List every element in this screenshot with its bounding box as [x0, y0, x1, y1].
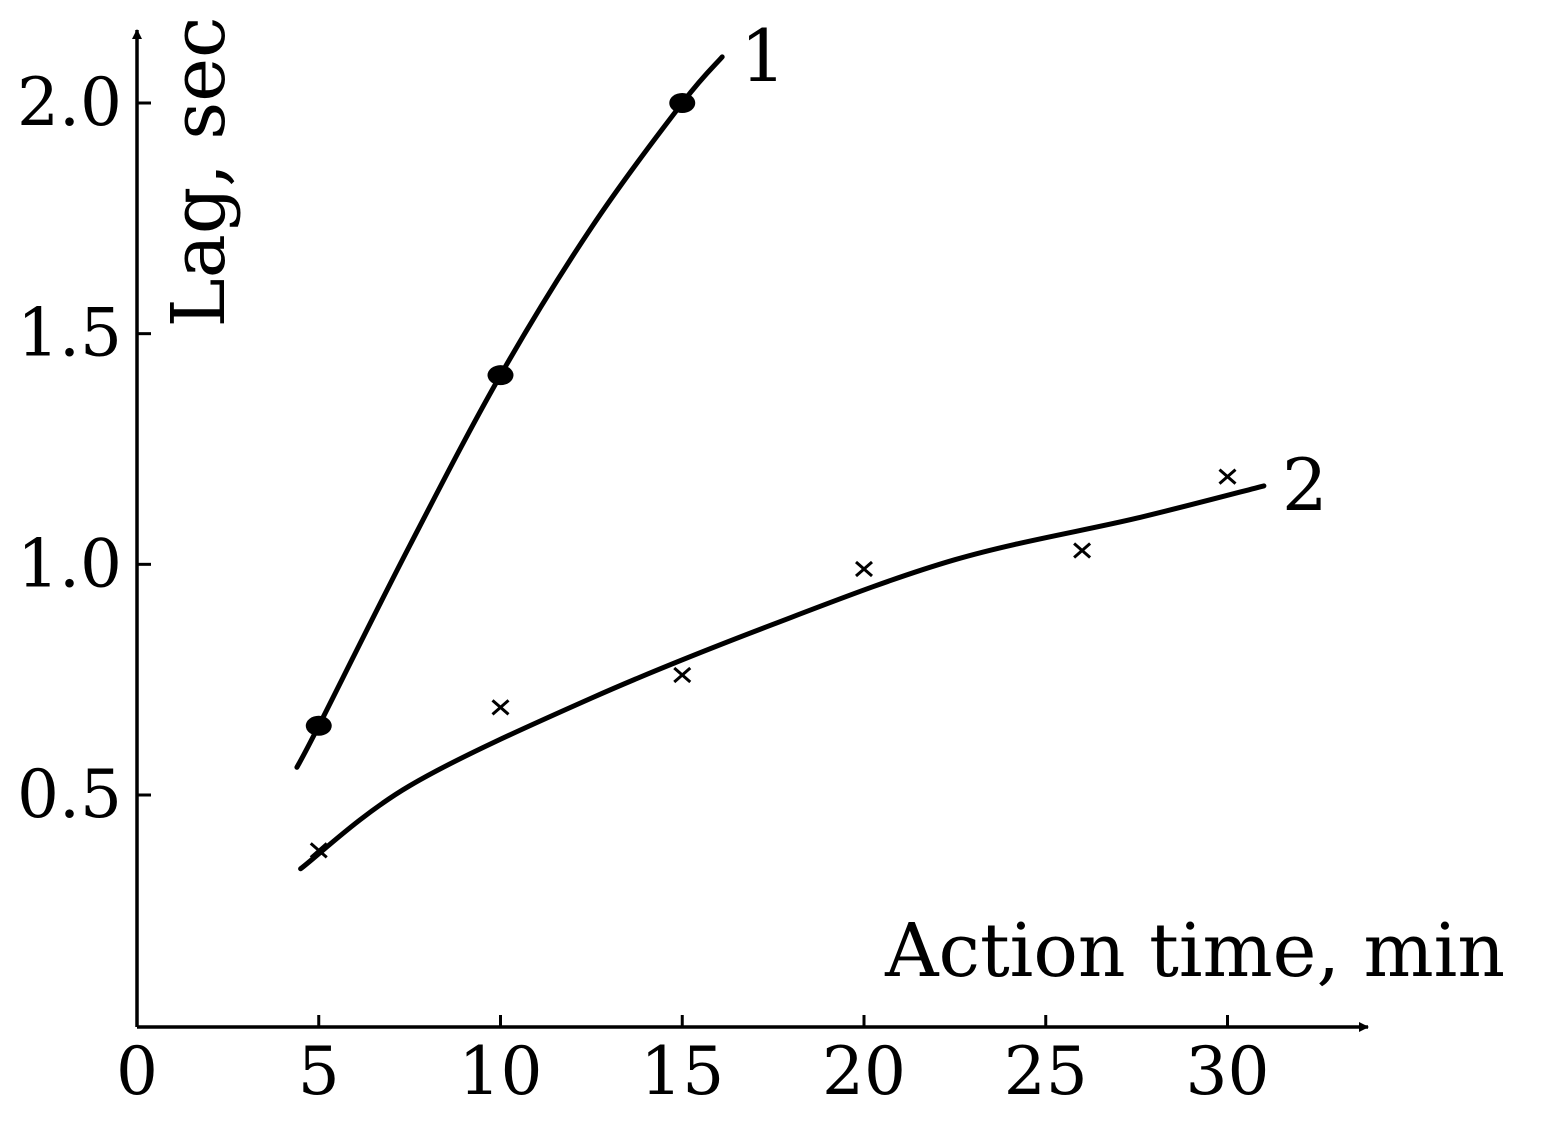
y-tick-label: 1.0	[17, 525, 122, 602]
series-1-label: 1	[740, 14, 786, 98]
y-tick-label: 1.5	[17, 295, 122, 372]
x-tick-label: 5	[298, 1033, 340, 1110]
series-2-point	[309, 842, 328, 859]
x-axis-title: Action time, min	[884, 908, 1505, 994]
x-tick-label: 15	[640, 1033, 724, 1110]
y-tick-label: 0.5	[17, 756, 122, 833]
x-tick-label: 0	[116, 1033, 158, 1110]
curves	[294, 54, 1267, 872]
series-1-point	[487, 365, 514, 386]
series-2-line	[298, 483, 1267, 872]
axes	[132, 29, 1369, 1032]
chart-labels: 1 2 Lag, sec Action time, min	[156, 14, 1505, 994]
x-tick-label: 20	[822, 1033, 906, 1110]
x-tick-label: 25	[1004, 1033, 1088, 1110]
series-1-line	[294, 54, 725, 770]
series-2-point	[673, 666, 692, 684]
data-markers	[305, 93, 1237, 859]
series-2-label: 2	[1282, 443, 1328, 527]
series-1-point	[305, 715, 332, 736]
series-2-point	[1073, 542, 1092, 559]
series-1-point	[669, 93, 696, 113]
series-2-point	[1218, 468, 1237, 485]
y-axis-title: Lag, sec	[156, 17, 242, 328]
axis-ticks: 0 5 10 15 20 25 30 0.5 1.0 1.5 2.0	[17, 64, 1269, 1110]
x-tick-label: 10	[459, 1033, 543, 1110]
series-2-point	[855, 560, 873, 578]
x-tick-label: 30	[1186, 1033, 1270, 1110]
y-tick-label: 2.0	[17, 64, 122, 141]
series-2-point	[491, 699, 510, 716]
